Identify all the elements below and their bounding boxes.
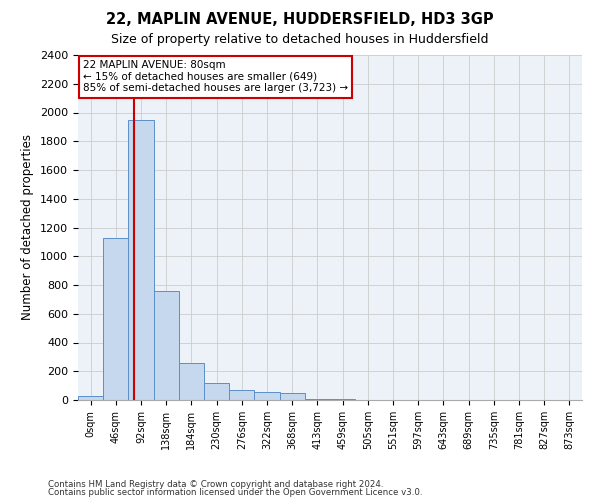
Bar [305, 398, 330, 400]
Text: Contains public sector information licensed under the Open Government Licence v3: Contains public sector information licen… [48, 488, 422, 497]
Bar [103, 238, 128, 400]
Bar [78, 396, 103, 400]
Bar [280, 393, 305, 400]
Bar [204, 383, 229, 400]
Y-axis label: Number of detached properties: Number of detached properties [22, 134, 34, 320]
Text: Size of property relative to detached houses in Huddersfield: Size of property relative to detached ho… [111, 32, 489, 46]
Text: 22, MAPLIN AVENUE, HUDDERSFIELD, HD3 3GP: 22, MAPLIN AVENUE, HUDDERSFIELD, HD3 3GP [106, 12, 494, 28]
Bar [229, 390, 254, 400]
Bar [254, 392, 280, 400]
Bar [154, 291, 179, 400]
Text: Contains HM Land Registry data © Crown copyright and database right 2024.: Contains HM Land Registry data © Crown c… [48, 480, 383, 489]
Text: 22 MAPLIN AVENUE: 80sqm
← 15% of detached houses are smaller (649)
85% of semi-d: 22 MAPLIN AVENUE: 80sqm ← 15% of detache… [83, 60, 348, 94]
Bar [128, 120, 154, 400]
Bar [179, 362, 204, 400]
